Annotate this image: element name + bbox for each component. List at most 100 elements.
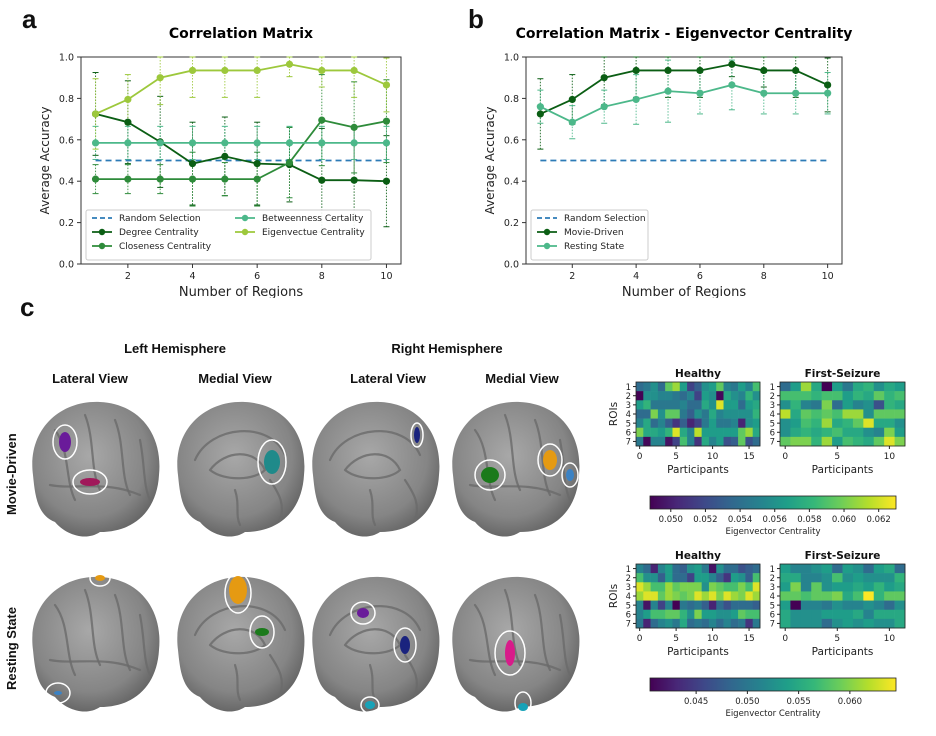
heatmap-cell — [800, 573, 812, 583]
heatmap-cell — [708, 564, 717, 574]
heatmap-cell — [780, 582, 791, 592]
heatmap-cell — [694, 418, 702, 429]
brain-sulcus — [473, 603, 497, 677]
heatmap-cell — [723, 609, 732, 620]
heatmap-movie-driven-healthy — [636, 382, 761, 447]
heatmap-cell — [894, 436, 906, 447]
heatmap-cell — [636, 436, 644, 447]
heatmap-cell — [679, 591, 688, 601]
heatmap-cell — [832, 591, 843, 601]
y-tick-label: 5 — [770, 419, 775, 429]
heatmap-cell — [752, 564, 761, 574]
y-tick-label: 4 — [626, 410, 631, 420]
heatmap-cell — [811, 600, 822, 611]
brain-sulcus — [503, 413, 522, 492]
heatmap-cell — [643, 591, 651, 601]
roi-cyan — [518, 703, 528, 711]
heatmap-cell — [821, 409, 833, 419]
heatmap-cell — [832, 427, 843, 438]
x-tick-label: 0 — [637, 452, 643, 462]
heatmap-cell — [752, 573, 761, 583]
heatmap-cell — [687, 382, 695, 392]
heatmap-cell — [832, 564, 843, 574]
heatmap-cell — [780, 436, 791, 447]
heatmap-cell — [708, 600, 717, 611]
heatmap-cell — [672, 382, 681, 392]
heatmap-cell — [650, 573, 659, 583]
heatmap-cell — [738, 418, 746, 429]
heatmap-cell — [694, 409, 702, 419]
legend-label: Resting State — [564, 242, 625, 252]
heatmap-cell — [873, 591, 885, 601]
heatmap-cell — [873, 427, 885, 438]
heatmap-cell — [863, 591, 875, 601]
legend-marker — [543, 228, 551, 236]
brain-sulcus — [403, 478, 419, 522]
heatmap-cell — [694, 427, 702, 438]
heatmap-cell — [643, 391, 651, 401]
data-point — [536, 110, 544, 118]
heatmap-cell — [687, 618, 695, 629]
heatmap-cell — [745, 436, 754, 447]
roi-green — [481, 467, 499, 483]
heatmap-cell — [701, 418, 710, 429]
brain-surface — [32, 401, 160, 537]
data-point — [600, 103, 608, 111]
data-point — [318, 116, 326, 124]
y-tick-label: 6 — [626, 428, 631, 438]
heatmap-cell — [852, 391, 864, 401]
brain-sulcus — [403, 653, 419, 697]
heatmap-cell — [852, 564, 864, 574]
heatmap-cell — [716, 427, 724, 438]
heatmap-cell — [842, 600, 854, 611]
roi-blue — [566, 469, 574, 481]
y-tick-label: 1 — [626, 383, 631, 393]
heatmap-cell — [832, 618, 843, 629]
x-tick-label: 0 — [782, 452, 788, 462]
colorbar-tick-label: 0.054 — [728, 515, 752, 525]
y-tick-label: 5 — [770, 601, 775, 611]
heatmap-cell — [800, 582, 812, 592]
heatmap-resting-state-healthy — [636, 564, 761, 629]
heatmap-cell — [723, 618, 732, 629]
y-tick-label: 7 — [770, 438, 775, 448]
brain-sulcus — [503, 588, 522, 667]
brain-sulcus — [468, 483, 562, 497]
heatmap-cell — [665, 400, 673, 410]
heatmap-cell — [790, 591, 802, 601]
data-point — [156, 74, 164, 82]
heatmap-cell — [873, 391, 885, 401]
heatmap-cell — [863, 600, 875, 611]
heatmap-cell — [694, 391, 702, 401]
heatmap-cell — [665, 609, 673, 620]
legend-label: Betweenness Certality — [262, 214, 364, 224]
heatmap-cell — [852, 418, 864, 429]
y-tick-label: 1.0 — [504, 53, 519, 64]
heatmap-cell — [884, 418, 895, 429]
x-tick-label: 10 — [707, 452, 719, 462]
heatmap-cell — [894, 427, 906, 438]
heatmap-cell — [723, 564, 732, 574]
heatmap-cell — [790, 427, 802, 438]
roi-highlight-circle — [350, 601, 376, 625]
heatmap-cell — [716, 591, 724, 601]
panel-letter-b: b — [468, 4, 484, 34]
heatmap-cell — [723, 382, 732, 392]
heatmap-cell — [665, 418, 673, 429]
heatmap-cell — [821, 618, 833, 629]
heatmap-cell — [701, 600, 710, 611]
heatmap-cell — [730, 382, 739, 392]
series-line-eigenvectue-centrality — [95, 63, 387, 115]
heatmap-title-healthy: Healthy — [675, 550, 721, 562]
heatmap-cell — [780, 618, 791, 629]
heatmap-cell — [636, 400, 644, 410]
heatmap-cell — [687, 609, 695, 620]
brain-surface — [312, 401, 440, 537]
x-tick-label: 8 — [319, 271, 325, 282]
heatmap-cell — [636, 564, 644, 574]
data-point — [568, 118, 576, 126]
panel-letter-c: c — [20, 292, 35, 322]
heatmap-cell — [842, 564, 854, 574]
roi-highlight-circle — [89, 569, 111, 587]
heatmap-cell — [730, 591, 739, 601]
